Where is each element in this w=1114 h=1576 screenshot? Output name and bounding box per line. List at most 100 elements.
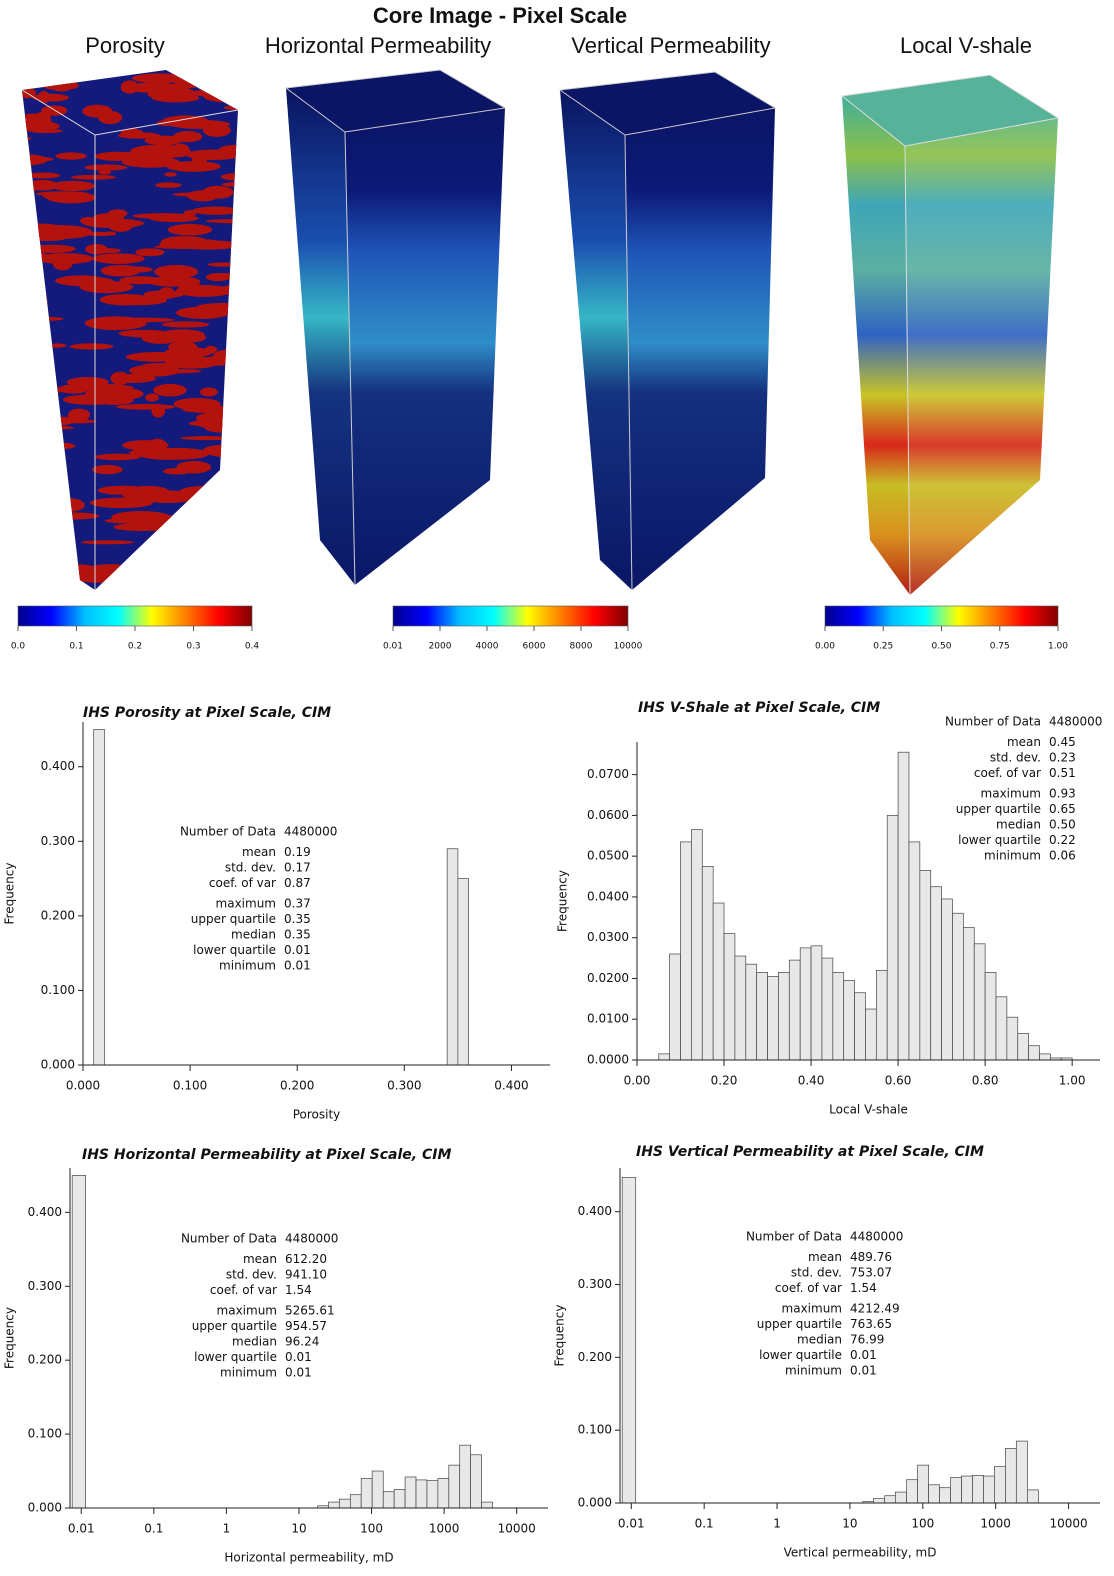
porosity-blob <box>135 248 165 257</box>
y-tick-label: 0.0200 <box>587 971 629 985</box>
porosity-blob <box>147 438 168 452</box>
bar <box>338 1498 351 1509</box>
porosity-blob <box>22 464 52 476</box>
porosity-blob <box>137 490 198 504</box>
colorbar-tick-label: 6000 <box>523 642 546 652</box>
stat-label: mean <box>243 1252 277 1266</box>
x-tick-label: 0.60 <box>885 1074 912 1088</box>
bar <box>328 1501 340 1509</box>
y-tick-label: 0.200 <box>28 1353 62 1367</box>
stat-value: 0.17 <box>284 861 311 875</box>
porosity-blob <box>48 343 67 348</box>
stat-value: 941.10 <box>285 1268 327 1282</box>
stat-value: 5265.61 <box>285 1304 335 1318</box>
colorbar-tick-label: 0.1 <box>69 642 83 652</box>
y-tick-label: 0.400 <box>578 1204 612 1218</box>
porosity-blob <box>104 577 140 587</box>
bar <box>621 1177 637 1504</box>
bar <box>767 976 779 1061</box>
porosity-blob <box>22 456 44 468</box>
bar <box>723 933 736 1061</box>
stat-value: 1.54 <box>850 1281 877 1295</box>
stat-value: 0.23 <box>1049 751 1076 765</box>
porosity-blob <box>197 70 238 82</box>
bar <box>894 1491 907 1504</box>
porosity-blob <box>108 219 134 232</box>
bar <box>875 969 888 1061</box>
porosity-blob <box>144 135 183 146</box>
bar <box>810 945 823 1061</box>
stat-label: upper quartile <box>192 1319 277 1333</box>
porosity-blob <box>45 512 100 520</box>
stat-value: 0.01 <box>284 959 311 973</box>
bar <box>93 729 105 1066</box>
y-tick-label: 0.0500 <box>587 849 629 863</box>
porosity-blob <box>79 280 134 294</box>
porosity-blob <box>124 82 183 93</box>
porosity-blob <box>220 172 238 181</box>
x-tick-label: 100 <box>360 1522 383 1536</box>
porosity-blob <box>89 497 153 509</box>
stat-label: minimum <box>785 1364 842 1378</box>
x-tick-label: 10000 <box>498 1522 536 1536</box>
porosity-blob <box>36 253 94 265</box>
porosity-blob <box>110 373 156 384</box>
bar <box>950 1477 962 1504</box>
porosity-blob <box>92 253 145 264</box>
porosity-blob <box>141 451 197 460</box>
core-edge <box>904 145 911 596</box>
porosity-blob <box>165 552 208 564</box>
stat-value: 0.01 <box>850 1364 877 1378</box>
bar <box>71 1175 86 1509</box>
porosity-blob <box>153 539 211 546</box>
bar <box>1017 1033 1029 1061</box>
stat-value: 96.24 <box>285 1335 319 1349</box>
porosity-blob <box>132 73 187 84</box>
stat-value: 0.35 <box>284 928 311 942</box>
x-axis-label: Vertical permeability, mD <box>784 1546 937 1560</box>
porosity-blob <box>36 317 49 331</box>
stat-label: upper quartile <box>191 912 276 926</box>
porosity-blob <box>22 545 29 552</box>
porosity-blob <box>22 295 48 306</box>
porosity-blob <box>119 276 163 285</box>
panel-title: Local V-shale <box>900 33 1032 58</box>
porosity-blob <box>48 442 76 450</box>
porosity-blob <box>50 180 95 192</box>
porosity-blob <box>174 540 234 552</box>
stat-value: 753.07 <box>850 1266 892 1280</box>
bar <box>745 963 758 1061</box>
porosity-blob <box>222 431 238 437</box>
x-tick-label: 100 <box>911 1517 934 1531</box>
stat-label: coef. of var <box>209 876 276 890</box>
colorbar-tick-label: 0.2 <box>128 642 142 652</box>
porosity-blob <box>51 82 72 92</box>
stat-label: Number of Data <box>945 715 1041 729</box>
stat-value: 0.87 <box>284 876 311 890</box>
colorbar-tick-label: 4000 <box>476 642 499 652</box>
stat-value: 0.50 <box>1049 818 1076 832</box>
bar <box>437 1478 450 1509</box>
porosity-blob <box>94 453 141 461</box>
bar <box>1028 1045 1040 1061</box>
x-tick-label: 1 <box>223 1522 231 1536</box>
core-vshale-right <box>905 118 1058 595</box>
porosity-blob <box>224 83 238 97</box>
porosity-blob <box>172 192 232 197</box>
porosity-blob <box>189 526 238 540</box>
y-tick-label: 0.0000 <box>587 1053 629 1067</box>
colorbar <box>824 605 1059 627</box>
porosity-blob <box>22 113 52 127</box>
y-axis-label: Frequency <box>3 1307 17 1369</box>
core-edge <box>344 131 356 586</box>
stat-label: Number of Data <box>181 1232 277 1246</box>
x-tick-label: 0.01 <box>68 1522 95 1536</box>
stat-value: 4212.49 <box>850 1302 900 1316</box>
colorbar-tick-label: 10000 <box>614 642 643 652</box>
porosity-blob <box>27 179 58 191</box>
porosity-blob <box>55 152 87 160</box>
colorbar-tick-label: 0.25 <box>873 642 893 652</box>
stat-label: maximum <box>216 897 276 911</box>
stat-label: std. dev. <box>791 1266 842 1280</box>
porosity-blob <box>209 538 238 547</box>
